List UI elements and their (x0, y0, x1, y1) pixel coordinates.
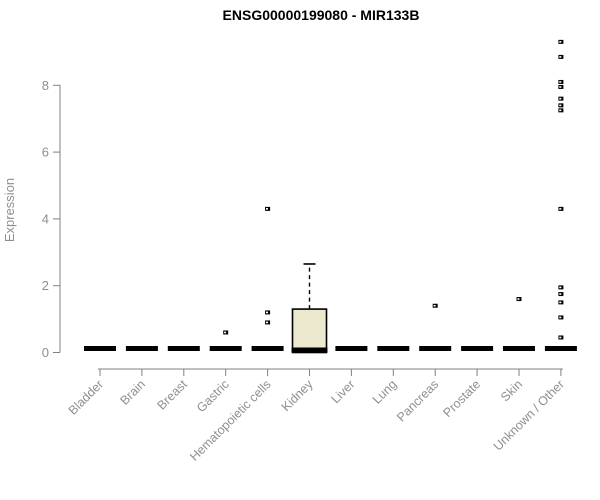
y-tick-label: 2 (42, 278, 49, 293)
outlier-point-hole (559, 316, 562, 319)
y-axis-label: Expression (2, 178, 17, 242)
outlier-point-hole (559, 56, 562, 58)
outlier-point-hole (266, 311, 268, 314)
x-tick-label: Gastric (194, 377, 232, 415)
x-tick-label: Skin (498, 377, 525, 404)
collapsed-box-bar (544, 346, 577, 351)
y-tick-label: 6 (42, 145, 49, 160)
outlier-point-hole (559, 41, 562, 43)
plot-area: 0 2 4 6 8 Bladder Brain Breast GastricHematopoie… (42, 39, 577, 464)
outlier-point-hole (266, 321, 268, 324)
y-tick-label: 4 (42, 211, 49, 226)
x-tick-label: Breast (154, 377, 190, 413)
x-tick-label: Prostate (440, 377, 483, 420)
chart-title: ENSG00000199080 - MIR133B (223, 7, 420, 23)
outlier-point-hole (266, 208, 268, 210)
x-tick-label: Lung (370, 377, 400, 407)
collapsed-box-bar (209, 346, 242, 351)
y-tick-label: 8 (42, 78, 49, 93)
collapsed-box-bar (503, 346, 535, 351)
x-tick-label: Brain (117, 377, 148, 408)
outlier-point-hole (433, 304, 436, 307)
collapsed-box-bar (251, 346, 284, 351)
x-tick-label: Unknown / Other (491, 377, 567, 453)
collapsed-box-bar (419, 346, 452, 351)
outlier-point-hole (559, 301, 562, 304)
median-line (291, 347, 328, 353)
outlier-point-hole (559, 104, 562, 107)
outlier-point-hole (559, 286, 562, 289)
x-tick-label: Hematopoietic cells (187, 377, 274, 464)
x-tick-label: Liver (328, 377, 357, 406)
collapsed-box-bar (125, 346, 158, 351)
outlier-point-hole (559, 109, 562, 112)
box (291, 308, 328, 354)
x-tick-label: Kidney (279, 377, 316, 414)
collapsed-box-bar (84, 346, 116, 351)
outlier-point-hole (559, 97, 562, 100)
outlier-point-hole (559, 336, 562, 339)
collapsed-box-bar (461, 346, 494, 351)
x-tick-label: Bladder (66, 377, 106, 417)
collapsed-box-bar (335, 346, 368, 351)
collapsed-box-bar (167, 346, 200, 351)
outlier-point-hole (559, 208, 562, 210)
outlier-point-hole (517, 298, 520, 300)
outlier-point-hole (559, 81, 562, 83)
outlier-point-hole (559, 293, 562, 295)
outlier-point-hole (559, 86, 562, 88)
y-tick-label: 0 (42, 345, 49, 360)
outlier-point-hole (224, 331, 227, 334)
collapsed-box-bar (377, 346, 410, 351)
x-tick-label: Pancreas (394, 377, 441, 424)
